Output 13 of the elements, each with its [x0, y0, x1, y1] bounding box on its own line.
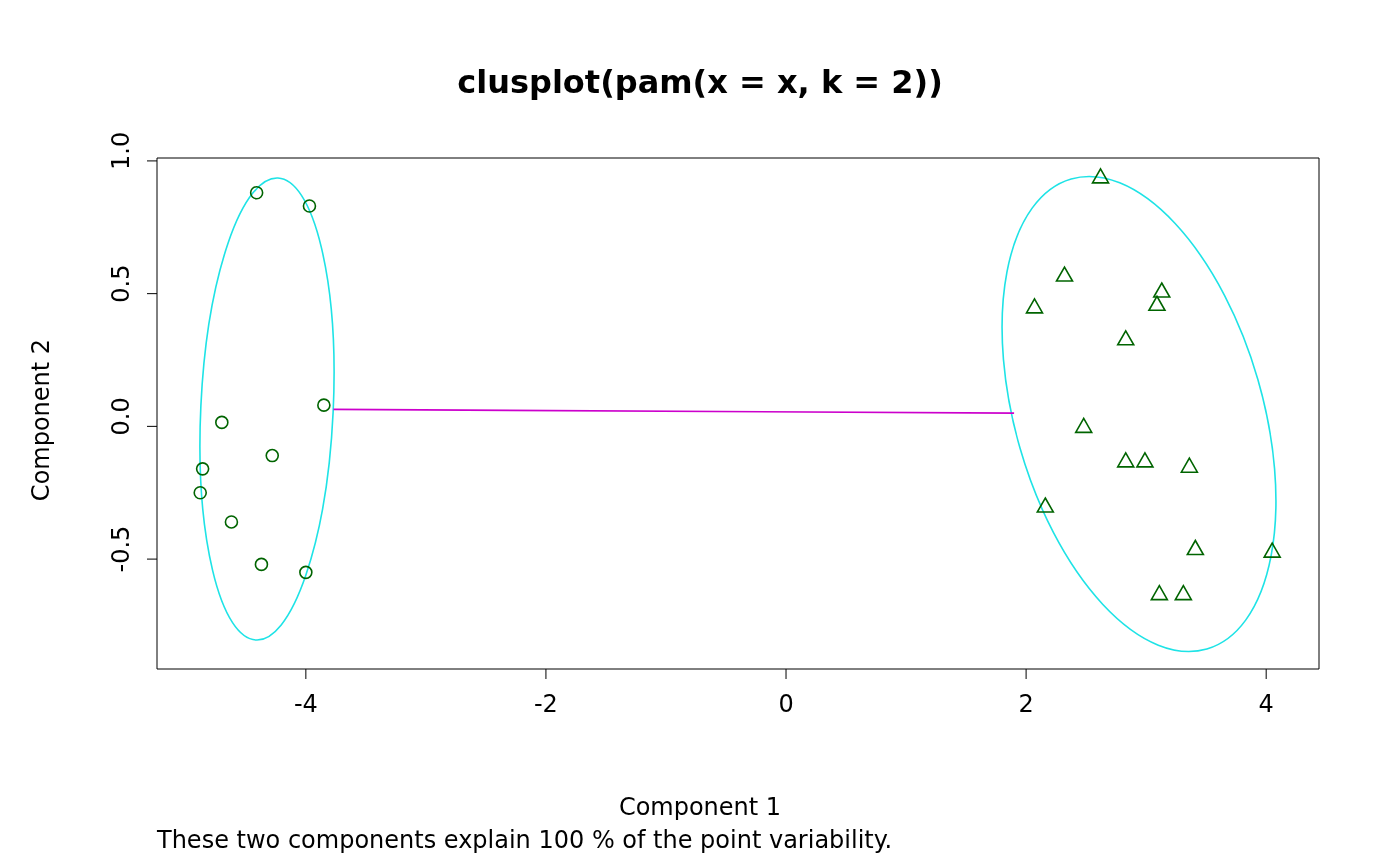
- text: These two components explain 100 % of the point variability.: [157, 826, 893, 854]
- y-axis-title: Component 2: [27, 337, 55, 504]
- x-tick-label: 0: [778, 690, 794, 719]
- y-tick-label: -0.5: [107, 525, 135, 573]
- y-tick-label: 1.0: [107, 131, 135, 171]
- chart-title: clusplot(pam(x = x, k = 2)): [456, 63, 944, 101]
- x-axis-title: Component 1: [617, 793, 783, 821]
- y-tick-label: 0.5: [107, 264, 135, 303]
- x-tick-label: 2: [1018, 690, 1034, 719]
- x-tick-label: -2: [533, 690, 558, 719]
- x-tick-label: -4: [293, 690, 318, 719]
- x-tick-label: 4: [1258, 690, 1274, 719]
- y-tick-label: 0.0: [107, 397, 135, 436]
